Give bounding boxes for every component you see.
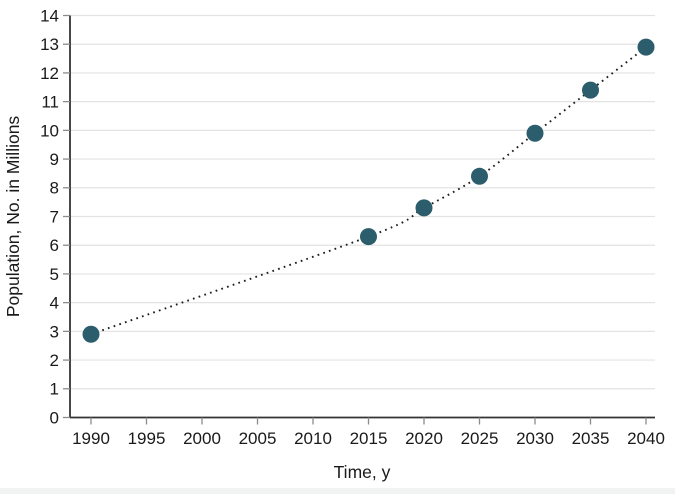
data-point-marker bbox=[82, 325, 100, 343]
x-tick-label: 1990 bbox=[72, 429, 110, 448]
y-tick-label: 0 bbox=[50, 408, 59, 427]
data-point-marker bbox=[471, 167, 488, 185]
data-point-marker bbox=[582, 81, 599, 99]
x-axis-title: Time, y bbox=[334, 462, 391, 482]
dotted-trend-line bbox=[90, 46, 647, 336]
y-tick-label: 2 bbox=[50, 351, 59, 370]
y-tick-label: 11 bbox=[41, 93, 59, 112]
y-tick-label: 13 bbox=[40, 35, 59, 54]
x-tick-label: 2025 bbox=[461, 429, 499, 448]
y-tick-label: 3 bbox=[50, 322, 59, 341]
x-tick-label: 2020 bbox=[405, 429, 443, 448]
x-tick-label: 2035 bbox=[572, 429, 610, 448]
x-axis-tick-labels: 1990 1995 2000 2005 2010 2015 2020 2025 2030 2035… bbox=[72, 429, 665, 448]
y-tick-label: 5 bbox=[50, 265, 59, 284]
y-tick-label: 4 bbox=[50, 294, 59, 313]
data-points bbox=[82, 38, 655, 343]
y-tick-label: 10 bbox=[40, 121, 59, 140]
y-tick-label: 14 bbox=[40, 6, 59, 25]
x-tick-label: 2000 bbox=[183, 429, 221, 448]
y-tick-label: 9 bbox=[50, 150, 59, 169]
data-point-marker bbox=[526, 124, 544, 142]
x-tick-label: 2040 bbox=[627, 429, 665, 448]
x-tick-label: 1995 bbox=[128, 429, 166, 448]
y-axis-title: Population, No. in Millions bbox=[3, 116, 23, 318]
data-point-marker bbox=[415, 199, 433, 217]
tick-marks bbox=[63, 14, 647, 425]
x-tick-label: 2005 bbox=[239, 429, 277, 448]
gridlines bbox=[70, 14, 655, 390]
bottom-strip bbox=[0, 488, 675, 494]
x-tick-label: 2015 bbox=[350, 429, 388, 448]
y-tick-label: 8 bbox=[50, 179, 59, 198]
x-tick-label: 2030 bbox=[516, 429, 554, 448]
y-tick-label: 1 bbox=[50, 380, 59, 399]
x-tick-label: 2010 bbox=[294, 429, 332, 448]
y-tick-label: 7 bbox=[50, 207, 59, 226]
data-point-marker bbox=[637, 38, 655, 56]
y-tick-label: 6 bbox=[50, 236, 59, 255]
data-point-marker bbox=[360, 228, 377, 246]
y-tick-label: 12 bbox=[40, 64, 59, 83]
